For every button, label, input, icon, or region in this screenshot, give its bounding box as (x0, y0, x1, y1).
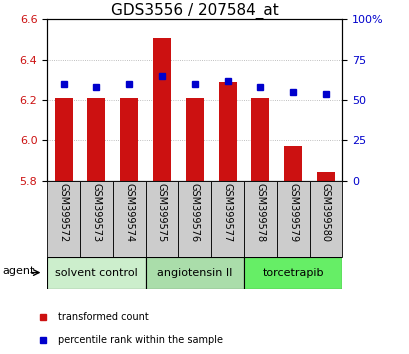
Text: agent: agent (2, 266, 35, 276)
Text: percentile rank within the sample: percentile rank within the sample (58, 335, 222, 346)
FancyBboxPatch shape (309, 181, 342, 257)
Bar (54, 98, 72, 181)
Text: solvent control: solvent control (55, 268, 137, 278)
FancyBboxPatch shape (243, 257, 342, 289)
Text: GSM399575: GSM399575 (157, 183, 166, 242)
Text: GSM399572: GSM399572 (58, 183, 68, 242)
Text: GSM399579: GSM399579 (288, 183, 297, 242)
Text: GSM399580: GSM399580 (320, 183, 330, 242)
Text: GSM399577: GSM399577 (222, 183, 232, 242)
Bar (218, 82, 236, 181)
Bar (283, 146, 301, 181)
Text: angiotensin II: angiotensin II (157, 268, 232, 278)
Bar (153, 38, 171, 181)
Bar (120, 98, 138, 181)
Text: GSM399576: GSM399576 (189, 183, 199, 242)
Bar (316, 172, 334, 181)
FancyBboxPatch shape (145, 257, 243, 289)
FancyBboxPatch shape (145, 181, 178, 257)
Bar (185, 98, 203, 181)
Bar (251, 98, 269, 181)
FancyBboxPatch shape (47, 257, 145, 289)
Text: GSM399574: GSM399574 (124, 183, 134, 242)
FancyBboxPatch shape (112, 181, 145, 257)
FancyBboxPatch shape (80, 181, 112, 257)
Bar (87, 98, 105, 181)
FancyBboxPatch shape (47, 181, 80, 257)
Text: GSM399573: GSM399573 (91, 183, 101, 242)
FancyBboxPatch shape (276, 181, 309, 257)
Text: GSM399578: GSM399578 (255, 183, 265, 242)
FancyBboxPatch shape (211, 181, 243, 257)
Title: GDS3556 / 207584_at: GDS3556 / 207584_at (110, 3, 278, 19)
FancyBboxPatch shape (178, 181, 211, 257)
Text: transformed count: transformed count (58, 312, 148, 322)
Text: torcetrapib: torcetrapib (262, 268, 323, 278)
FancyBboxPatch shape (243, 181, 276, 257)
